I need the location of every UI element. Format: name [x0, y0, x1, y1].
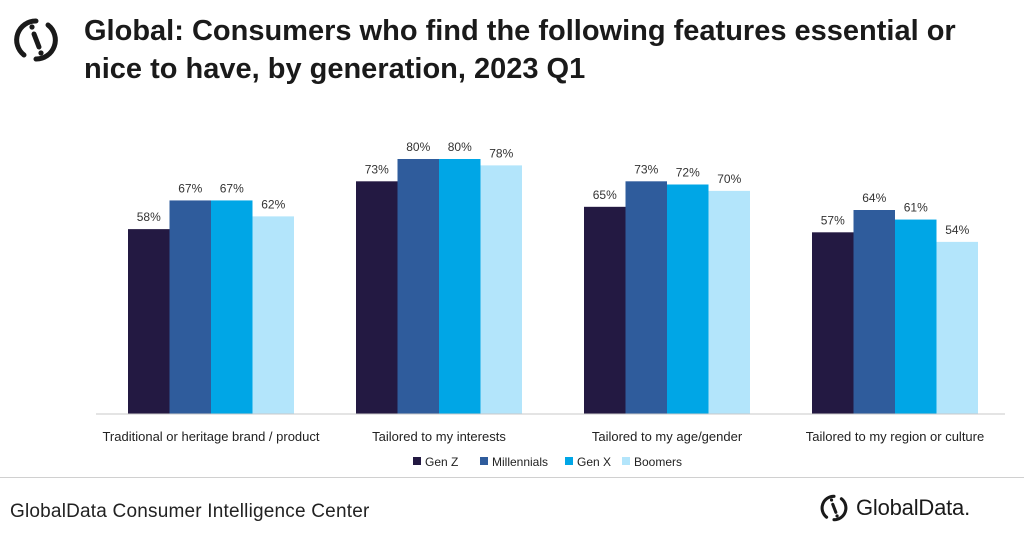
category-label: Tailored to my interests [372, 429, 506, 444]
bar-boomers-tailored-to-my-age-gender [708, 190, 750, 414]
category-label: Tailored to my age/gender [592, 429, 743, 444]
value-label: 72% [676, 166, 700, 180]
legend-label-boomers: Boomers [634, 455, 682, 469]
category-label: Tailored to my region or culture [806, 429, 984, 444]
value-label: 57% [821, 213, 845, 227]
bar-gen-x-tailored-to-my-age-gender [667, 184, 709, 414]
bar-chart: 58% 67% 67% 62% 73% 80% 80% 78% 65% 73% 72% 70% 57% 6… [96, 140, 1005, 469]
bar-gen-z-traditional-or-heritage-brand-product [128, 229, 170, 414]
value-label: 78% [489, 146, 513, 160]
globaldata-logo-icon [10, 14, 62, 71]
category-label: Traditional or heritage brand / product [102, 429, 319, 444]
bar-gen-x-tailored-to-my-interests [439, 159, 481, 414]
legend-swatch-gen-x [565, 457, 573, 465]
footer-source: GlobalData Consumer Intelligence Center [10, 501, 370, 522]
bar-gen-x-tailored-to-my-region-or-culture [895, 219, 937, 414]
value-label: 73% [365, 162, 389, 176]
chart-bars [128, 159, 978, 414]
value-label: 80% [406, 140, 430, 154]
chart-title: Global: Consumers who find the following… [84, 15, 956, 85]
value-label: 67% [220, 181, 244, 195]
value-label: 61% [904, 201, 928, 215]
value-label: 65% [593, 188, 617, 202]
category-labels: Traditional or heritage brand / product T… [102, 429, 984, 444]
legend-swatch-boomers [622, 457, 630, 465]
value-label: 80% [448, 140, 472, 154]
value-label: 73% [634, 162, 658, 176]
bar-gen-x-traditional-or-heritage-brand-product [211, 200, 253, 414]
brand-logo: GlobalData. [818, 492, 970, 524]
value-label: 64% [862, 191, 886, 205]
footer-divider [0, 477, 1024, 478]
globaldata-brand-icon [820, 494, 848, 522]
value-label: 70% [717, 172, 741, 186]
bar-gen-z-tailored-to-my-region-or-culture [812, 232, 854, 414]
value-label: 62% [261, 197, 285, 211]
bar-millennials-tailored-to-my-interests [397, 159, 439, 414]
bar-millennials-traditional-or-heritage-brand-product [169, 200, 211, 414]
value-label: 54% [945, 223, 969, 237]
legend-label-millennials: Millennials [492, 455, 548, 469]
bar-boomers-traditional-or-heritage-brand-product [252, 216, 294, 414]
value-label: 67% [178, 181, 202, 195]
legend-label-gen-z: Gen Z [425, 455, 458, 469]
bar-boomers-tailored-to-my-region-or-culture [936, 241, 978, 414]
legend-swatch-gen-z [413, 457, 421, 465]
bar-boomers-tailored-to-my-interests [480, 165, 522, 414]
value-labels: 58% 67% 67% 62% 73% 80% 80% 78% 65% 73% 72% 70% 57% 6… [137, 140, 970, 237]
bar-millennials-tailored-to-my-region-or-culture [853, 210, 895, 414]
bar-millennials-tailored-to-my-age-gender [625, 181, 667, 414]
value-label: 58% [137, 210, 161, 224]
bar-gen-z-tailored-to-my-interests [356, 181, 398, 414]
legend-label-gen-x: Gen X [577, 455, 611, 469]
legend: Gen Z Millennials Gen X Boomers [413, 455, 682, 469]
bar-gen-z-tailored-to-my-age-gender [584, 206, 626, 414]
legend-swatch-millennials [480, 457, 488, 465]
brand-name: GlobalData. [856, 495, 970, 520]
